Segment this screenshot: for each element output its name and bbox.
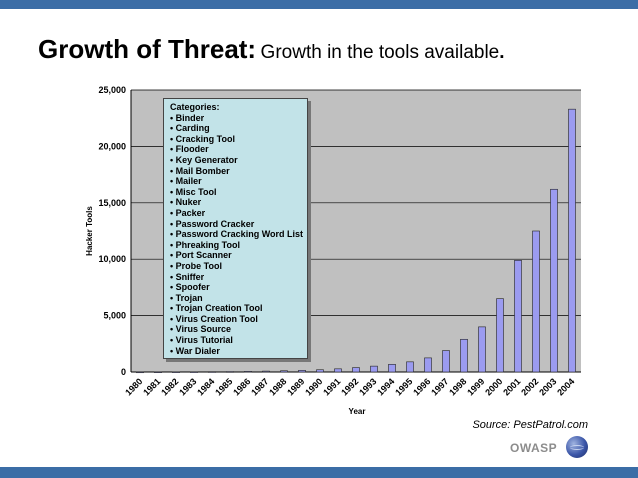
- legend-item: Key Generator: [170, 155, 307, 166]
- legend-item: Password Cracker: [170, 219, 307, 230]
- legend-item: Sniffer: [170, 272, 307, 283]
- bar: [550, 188, 558, 373]
- bar: [460, 338, 468, 373]
- legend-heading: Categories:: [170, 102, 220, 112]
- bar: [532, 230, 540, 373]
- y-tick-label: 10,000: [98, 254, 126, 264]
- x-tick-label: 1993: [357, 376, 378, 397]
- legend-item: Port Scanner: [170, 250, 307, 261]
- legend-list: BinderCardingCracking ToolFlooderKey Gen…: [170, 113, 307, 357]
- legend-item: War Dialer: [170, 346, 307, 357]
- x-tick-label: 1988: [267, 376, 288, 397]
- y-tick-label: 5,000: [103, 311, 126, 321]
- x-tick-label: 1982: [159, 376, 180, 397]
- legend-item: Packer: [170, 208, 307, 219]
- x-axis-title: Year: [349, 407, 366, 416]
- bar: [388, 364, 396, 373]
- x-tick-label: 1999: [465, 376, 486, 397]
- bar: [352, 367, 360, 373]
- legend-item: Virus Tutorial: [170, 335, 307, 346]
- page-title: Growth of Threat: Growth in the tools av…: [38, 34, 505, 65]
- legend-item: Trojan: [170, 293, 307, 304]
- x-tick-label: 1996: [411, 376, 432, 397]
- x-tick-label: 1995: [393, 376, 414, 397]
- source-credit: Source: PestPatrol.com: [472, 419, 588, 431]
- owasp-logo-text: OWASP: [510, 441, 558, 455]
- legend-item: Phreaking Tool: [170, 240, 307, 251]
- bar: [442, 350, 450, 373]
- chart-legend: Categories: BinderCardingCracking ToolFl…: [163, 98, 308, 359]
- bar: [316, 369, 324, 373]
- x-tick-label: 2003: [537, 376, 558, 397]
- x-tick-label: 2001: [501, 376, 522, 397]
- x-tick-label: 2004: [555, 376, 576, 397]
- x-tick-label: 1981: [141, 376, 162, 397]
- x-tick-label: 1992: [339, 376, 360, 397]
- bar: [244, 371, 252, 373]
- bar: [208, 371, 216, 373]
- bar: [226, 371, 234, 373]
- bar: [262, 370, 270, 373]
- bar: [478, 326, 486, 373]
- top-banner: [0, 0, 638, 9]
- legend-item: Binder: [170, 113, 307, 124]
- bar: [190, 371, 198, 373]
- y-tick-label: 15,000: [98, 198, 126, 208]
- legend-item: Cracking Tool: [170, 134, 307, 145]
- x-tick-label: 1998: [447, 376, 468, 397]
- legend-item: Flooder: [170, 144, 307, 155]
- x-tick-label: 1985: [213, 376, 234, 397]
- bar: [334, 368, 342, 373]
- legend-item: Password Cracking Word List: [170, 229, 307, 240]
- bar: [514, 260, 522, 373]
- legend-item: Mailer: [170, 176, 307, 187]
- bar: [424, 357, 432, 373]
- x-tick-label: 1984: [195, 376, 216, 397]
- title-period: .: [499, 42, 505, 63]
- y-axis-title: Hacker Tools: [85, 206, 94, 256]
- title-main: Growth of Threat:: [38, 34, 257, 64]
- y-tick-label: 25,000: [98, 85, 126, 95]
- x-tick-label: 2002: [519, 376, 540, 397]
- y-tick-label: 20,000: [98, 141, 126, 151]
- legend-item: Mail Bomber: [170, 166, 307, 177]
- x-tick-label: 1989: [285, 376, 306, 397]
- globe-logo-icon: [566, 436, 588, 458]
- bar: [298, 370, 306, 373]
- legend-item: Spoofer: [170, 282, 307, 293]
- legend-item: Nuker: [170, 197, 307, 208]
- y-tick-label: 0: [121, 367, 126, 377]
- title-subtitle: Growth in the tools available: [260, 42, 500, 63]
- x-tick-label: 1997: [429, 376, 450, 397]
- legend-item: Probe Tool: [170, 261, 307, 272]
- legend-item: Trojan Creation Tool: [170, 303, 307, 314]
- x-tick-label: 1983: [177, 376, 198, 397]
- x-tick-label: 2000: [483, 376, 504, 397]
- x-tick-label: 1987: [249, 376, 270, 397]
- x-tick-label: 1990: [303, 376, 324, 397]
- bar: [496, 298, 504, 373]
- legend-item: Misc Tool: [170, 187, 307, 198]
- bar: [406, 361, 414, 373]
- bar: [370, 365, 378, 373]
- x-tick-label: 1986: [231, 376, 252, 397]
- x-tick-label: 1980: [123, 376, 144, 397]
- bar: [280, 370, 288, 373]
- x-tick-label: 1991: [321, 376, 342, 397]
- bar: [154, 371, 162, 373]
- x-tick-label: 1994: [375, 376, 396, 397]
- bar: [568, 108, 576, 373]
- legend-item: Virus Source: [170, 324, 307, 335]
- bar: [136, 371, 144, 374]
- bar: [172, 371, 180, 373]
- legend-item: Carding: [170, 123, 307, 134]
- bottom-banner: [0, 467, 638, 478]
- legend-item: Virus Creation Tool: [170, 314, 307, 325]
